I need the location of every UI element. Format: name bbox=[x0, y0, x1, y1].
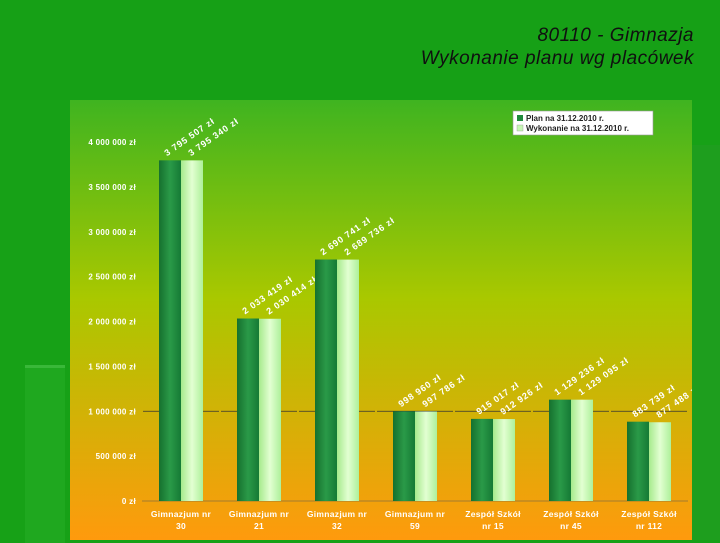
legend-box bbox=[512, 110, 654, 136]
bar-execution bbox=[181, 160, 203, 502]
legend: Plan na 31.12.2010 r. Wykonanie na 31.12… bbox=[512, 110, 654, 136]
y-tick-label: 2 000 000 zł bbox=[88, 318, 136, 327]
bar-execution bbox=[493, 419, 515, 501]
slide-title-line1: 80110 - Gimnazja bbox=[537, 25, 694, 46]
category-label-line1: Gimnazjum nr bbox=[151, 509, 212, 519]
category-label-line1: Gimnazjum nr bbox=[307, 509, 368, 519]
category-label-line2: 32 bbox=[332, 521, 342, 531]
category-label-line1: Zespół Szkół bbox=[543, 509, 599, 519]
category-label-line2: 59 bbox=[410, 521, 420, 531]
legend-label-plan: Plan na 31.12.2010 r. bbox=[526, 114, 604, 123]
y-tick-label: 3 500 000 zł bbox=[88, 183, 136, 192]
decorative-left-block bbox=[25, 365, 65, 543]
category-label-line2: 30 bbox=[176, 521, 186, 531]
bar-execution bbox=[415, 411, 437, 501]
category-label-line1: Zespół Szkół bbox=[621, 509, 677, 519]
slide-title: 80110 - Gimnazja Wykonanie planu wg plac… bbox=[421, 24, 694, 70]
legend-swatch-plan bbox=[517, 115, 523, 121]
decorative-right-strip bbox=[690, 145, 720, 540]
bar-plan bbox=[627, 421, 649, 501]
bar-execution bbox=[571, 399, 593, 501]
slide-title-line2: Wykonanie planu wg placówek bbox=[420, 48, 694, 69]
category-label-line2: 21 bbox=[254, 521, 264, 531]
y-tick-label: 3 000 000 zł bbox=[88, 228, 136, 237]
category-label-line1: Gimnazjum nr bbox=[229, 509, 290, 519]
y-tick-label: 500 000 zł bbox=[96, 452, 137, 461]
bar-plan bbox=[549, 399, 571, 501]
legend-label-execution: Wykonanie na 31.12.2010 r. bbox=[526, 124, 629, 133]
category-label-line2: nr 112 bbox=[636, 521, 662, 531]
y-tick-label: 4 000 000 zł bbox=[88, 138, 136, 147]
category-label-line1: Gimnazjum nr bbox=[385, 509, 446, 519]
y-tick-label: 2 500 000 zł bbox=[88, 273, 136, 282]
y-tick-label: 0 zł bbox=[122, 497, 137, 506]
bar-chart: 0 zł 500 000 zł 1 000 000 zł 1 500 000 zł 2 … bbox=[70, 100, 692, 540]
y-tick-label: 1 000 000 zł bbox=[88, 407, 136, 416]
header-band bbox=[0, 0, 720, 100]
y-tick-label: 1 500 000 zł bbox=[88, 362, 136, 371]
bar-execution bbox=[337, 259, 359, 501]
bar-plan bbox=[237, 318, 259, 501]
bar-plan bbox=[471, 418, 493, 501]
category-label-line2: nr 45 bbox=[560, 521, 582, 531]
bar-execution bbox=[259, 318, 281, 501]
legend-swatch-execution bbox=[516, 124, 524, 132]
bar-plan bbox=[315, 259, 337, 501]
category-label-line1: Zespół Szkół bbox=[465, 509, 521, 519]
bar-plan bbox=[159, 160, 181, 501]
bar-execution bbox=[649, 422, 671, 501]
bar-plan bbox=[393, 411, 415, 501]
category-label-line2: nr 15 bbox=[482, 521, 504, 531]
